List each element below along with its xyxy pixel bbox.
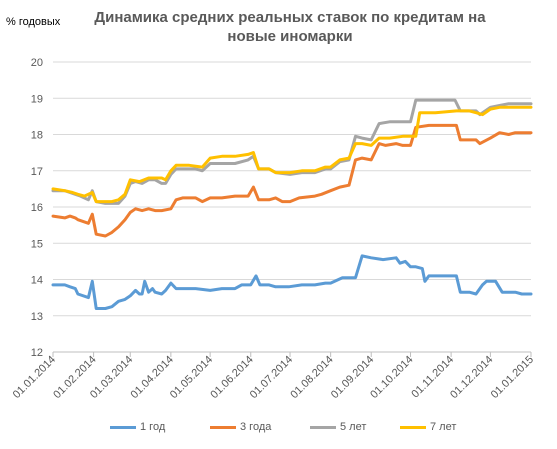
legend-swatch xyxy=(110,425,136,429)
x-tick-label: 01.12.2014 xyxy=(448,354,495,401)
legend-label: 1 год xyxy=(140,421,166,433)
legend-swatch xyxy=(310,425,336,429)
y-axis-unit-label: % годовых xyxy=(6,16,61,28)
y-tick-label: 17 xyxy=(31,166,43,178)
legend-label: 3 года xyxy=(240,421,272,433)
legend-label: 5 лет xyxy=(340,421,367,433)
legend-item: 1 год xyxy=(110,421,165,433)
series-line xyxy=(51,123,533,238)
x-tick-label: 01.01.2015 xyxy=(489,354,536,401)
x-tick-label: 01.10.2014 xyxy=(368,354,415,401)
x-tick-label: 01.05.2014 xyxy=(168,354,215,401)
legend-swatch xyxy=(210,425,236,429)
legend-swatch xyxy=(400,425,426,429)
y-tick-label: 20 xyxy=(31,57,43,69)
chart-title: Динамика средних реальных ставок по кред… xyxy=(94,9,486,45)
y-tick-label: 12 xyxy=(31,347,43,359)
y-tick-label: 18 xyxy=(31,130,43,142)
x-tick-label: 01.08.2014 xyxy=(288,354,335,401)
y-tick-label: 16 xyxy=(31,202,43,214)
series-line xyxy=(51,254,533,310)
legend-item: 7 лет xyxy=(400,421,456,433)
x-tick-label: 01.01.2014 xyxy=(11,354,58,401)
legend-item: 3 года xyxy=(210,421,271,433)
y-tick-label: 13 xyxy=(31,311,43,323)
series-lines xyxy=(51,98,533,310)
series-line xyxy=(51,105,533,204)
legend: 1 год 3 года 5 лет 7 лет xyxy=(110,421,540,437)
y-tick-label: 19 xyxy=(31,93,43,105)
legend-item: 5 лет xyxy=(310,421,366,433)
x-tick-label: 01.07.2014 xyxy=(248,354,295,401)
series-line xyxy=(51,98,533,205)
y-tick-label: 14 xyxy=(31,275,43,287)
axes: 12131415161718192001.01.201401.02.201401… xyxy=(11,57,536,401)
legend-label: 7 лет xyxy=(430,421,457,433)
y-tick-label: 15 xyxy=(31,238,43,250)
